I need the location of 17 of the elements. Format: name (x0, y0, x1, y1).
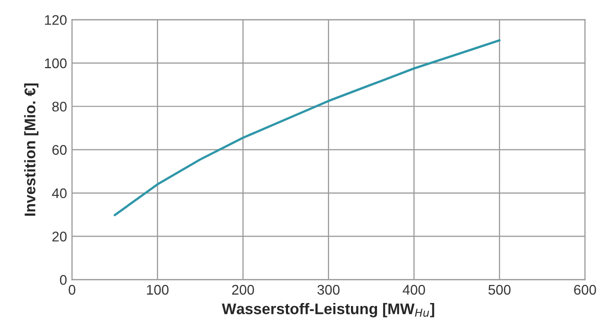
y-tick-label: 0 (60, 274, 67, 285)
x-tick-label: 0 (68, 284, 76, 295)
x-axis-title: Wasserstoff-Leistung [MW$_{Hu}$] (222, 303, 434, 318)
y-tick-label: 80 (52, 102, 67, 112)
x-tick-label: 300 (317, 284, 340, 295)
x-tick-label: 400 (402, 284, 426, 295)
x-tick-label: 600 (574, 284, 596, 295)
x-tick-label: 100 (146, 284, 169, 295)
y-tick-label: 100 (45, 58, 67, 68)
y-tick-label: 60 (52, 145, 67, 155)
x-tick-label: 500 (488, 284, 511, 295)
y-tick-label: 20 (52, 232, 67, 242)
y-tick-label: 40 (52, 188, 67, 198)
line-series (114, 39, 501, 216)
y-tick-label: 120 (45, 15, 67, 25)
x-tick-label: 200 (232, 284, 254, 295)
y-axis-title: Investition [Mio. €] (24, 83, 38, 216)
